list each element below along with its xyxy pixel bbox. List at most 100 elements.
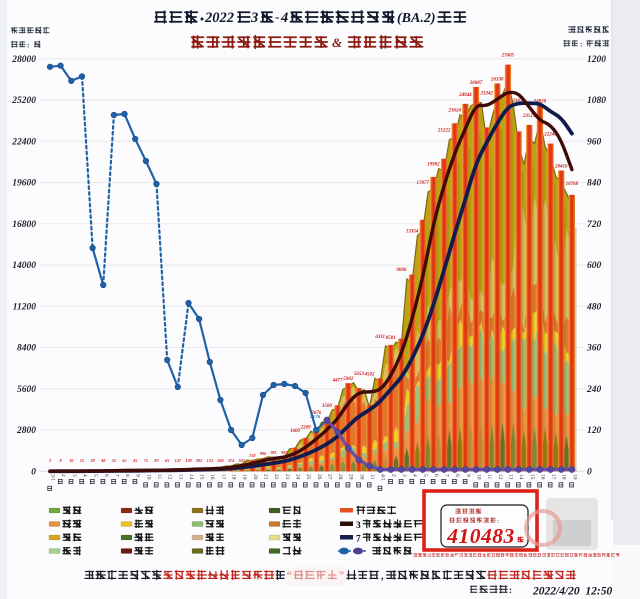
svg-text:8: 8 (454, 474, 460, 477)
svg-text:5: 5 (92, 474, 98, 477)
svg-text:981: 981 (270, 450, 276, 455)
svg-text:8400: 8400 (17, 344, 36, 354)
svg-text:4: 4 (280, 10, 288, 26)
svg-text:4502: 4502 (364, 372, 376, 377)
svg-text:21222: 21222 (437, 129, 451, 134)
svg-text:5982: 5982 (343, 377, 354, 382)
svg-text:2: 2 (48, 458, 51, 463)
svg-text:2269: 2269 (300, 425, 312, 430)
svg-text:9: 9 (465, 474, 471, 477)
svg-text:28000: 28000 (11, 55, 36, 65)
svg-text:5653: 5653 (354, 372, 365, 377)
svg-text:153: 153 (207, 458, 213, 463)
svg-text:14: 14 (518, 474, 524, 480)
svg-text:3500: 3500 (321, 404, 333, 409)
svg-text:840: 840 (587, 179, 602, 189)
svg-text:410483: 410483 (446, 524, 515, 548)
svg-text:22400: 22400 (11, 137, 36, 147)
svg-text:26087: 26087 (469, 81, 483, 86)
svg-text:3: 3 (401, 474, 407, 477)
svg-text:8: 8 (60, 458, 63, 463)
svg-text:9: 9 (135, 474, 141, 477)
svg-text:23624: 23624 (447, 109, 461, 114)
svg-text:1609: 1609 (290, 429, 301, 434)
svg-text:17077: 17077 (417, 181, 430, 186)
svg-text:14000: 14000 (12, 261, 36, 271)
svg-text:45: 45 (132, 458, 137, 463)
svg-text:25200: 25200 (11, 96, 36, 106)
svg-text:202: 202 (195, 458, 202, 463)
svg-text:2: 2 (390, 474, 396, 477)
svg-text:983: 983 (281, 450, 287, 455)
svg-text:21: 21 (263, 474, 269, 480)
svg-text:260: 260 (216, 458, 224, 463)
svg-text:28: 28 (90, 458, 96, 463)
svg-text:10: 10 (145, 474, 151, 480)
svg-text::: : (580, 40, 583, 49)
svg-text:17: 17 (550, 474, 556, 480)
svg-text:503: 503 (239, 458, 245, 463)
svg-text:5: 5 (422, 474, 428, 477)
svg-text:960: 960 (587, 137, 602, 147)
svg-text::: : (497, 519, 499, 525)
svg-text:55: 55 (112, 458, 116, 463)
svg-text:23513: 23513 (522, 114, 536, 119)
svg-text:240: 240 (586, 385, 602, 395)
svg-text:30: 30 (358, 474, 364, 480)
svg-text:12: 12 (167, 474, 173, 480)
svg-text:360: 360 (586, 344, 602, 354)
svg-text:19982: 19982 (427, 163, 440, 168)
svg-text:23342: 23342 (479, 92, 493, 97)
svg-text:25: 25 (305, 474, 311, 480)
svg-text:12: 12 (497, 474, 503, 480)
svg-text:-: - (275, 9, 279, 24)
svg-text:18: 18 (561, 474, 567, 480)
svg-text:65: 65 (122, 458, 126, 463)
svg-text:83: 83 (154, 458, 158, 463)
svg-text:120: 120 (587, 426, 602, 436)
svg-text:2: 2 (60, 474, 66, 477)
svg-text:6311: 6311 (375, 335, 385, 340)
svg-text:17: 17 (220, 474, 226, 480)
svg-text:8: 8 (124, 474, 130, 477)
svg-text:6: 6 (103, 474, 109, 477)
svg-text:19: 19 (571, 474, 577, 480)
svg-text:28: 28 (337, 474, 343, 480)
svg-text:896: 896 (260, 451, 267, 456)
svg-text:48: 48 (100, 458, 106, 463)
svg-text:18: 18 (231, 474, 237, 480)
svg-text:15: 15 (80, 458, 84, 463)
svg-text:758: 758 (249, 453, 256, 458)
svg-text:19600: 19600 (12, 179, 36, 189)
svg-text:2022: 2022 (204, 10, 234, 26)
svg-text:3: 3 (250, 10, 258, 26)
svg-text:1200: 1200 (587, 55, 606, 65)
svg-text:10: 10 (69, 458, 74, 463)
svg-text:20.76: 20.76 (309, 414, 321, 419)
svg-text:0: 0 (31, 467, 36, 477)
svg-text:11: 11 (486, 474, 492, 479)
svg-text:24: 24 (295, 474, 301, 480)
svg-text:20416: 20416 (554, 165, 568, 170)
svg-text::: : (509, 585, 512, 595)
svg-text:29: 29 (348, 474, 354, 480)
svg-text:7: 7 (356, 535, 361, 545)
svg-text:11: 11 (156, 474, 162, 479)
svg-text:20: 20 (252, 474, 258, 480)
svg-text:4/1: 4/1 (380, 474, 386, 481)
svg-text:720: 720 (587, 220, 602, 230)
svg-text:(BA.2): (BA.2) (397, 11, 436, 26)
svg-text:26: 26 (316, 474, 322, 480)
svg-text:27605: 27605 (501, 54, 515, 59)
svg-text:18768: 18768 (566, 182, 579, 187)
svg-text:1080: 1080 (587, 96, 606, 106)
svg-text:13: 13 (507, 474, 513, 480)
svg-text:4: 4 (82, 474, 88, 477)
svg-text:10: 10 (476, 474, 482, 480)
svg-text:2800: 2800 (16, 426, 36, 436)
svg-text:139: 139 (185, 458, 192, 463)
svg-text:4477: 4477 (332, 378, 344, 383)
svg-text:8581: 8581 (386, 336, 396, 341)
svg-text:&: & (332, 35, 342, 50)
svg-text:16800: 16800 (12, 220, 36, 230)
